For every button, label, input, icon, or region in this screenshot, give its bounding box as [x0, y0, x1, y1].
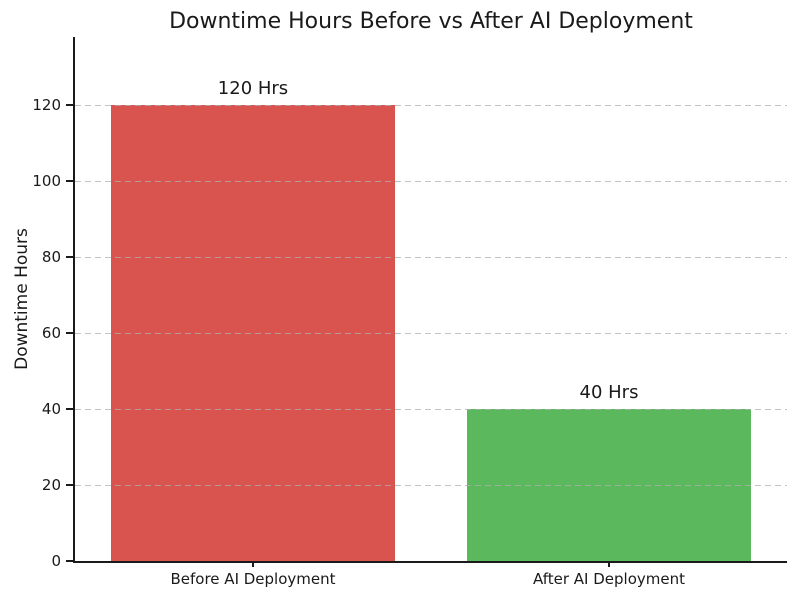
gridline-y-60 [75, 333, 787, 335]
y-tick-label-40: 40 [41, 400, 61, 419]
y-tick-mark-80 [66, 256, 73, 259]
gridline-y-120 [75, 105, 787, 107]
y-tick-mark-120 [66, 104, 73, 107]
plot-area: 120 Hrs 40 Hrs 0 20 40 60 80 100 120 Before AI De… [32, 37, 787, 588]
y-tick-label-20: 20 [41, 476, 61, 495]
y-tick-mark-60 [66, 332, 73, 335]
x-tick-mark-before-ai-deployment [252, 561, 254, 567]
gridline-y-100 [75, 181, 787, 183]
gridline-y-40 [75, 409, 787, 411]
y-tick-label-120: 120 [32, 96, 61, 115]
bar-value-label-after-ai-deployment: 40 Hrs [579, 382, 639, 404]
y-tick-label-0: 0 [51, 552, 61, 570]
x-tick-label-before-ai-deployment: Before AI Deployment [170, 570, 336, 588]
x-tick-mark-after-ai-deployment [608, 561, 610, 567]
y-axis-spine [73, 37, 75, 561]
gridline-y-20 [75, 485, 787, 487]
y-tick-mark-20 [66, 484, 73, 487]
chart-title: Downtime Hours Before vs After AI Deploy… [169, 9, 693, 34]
gridline-y-80 [75, 257, 787, 259]
y-tick-mark-0 [66, 560, 73, 562]
y-tick-label-100: 100 [32, 172, 61, 191]
y-tick-label-80: 80 [41, 248, 61, 267]
x-tick-label-after-ai-deployment: After AI Deployment [533, 570, 685, 588]
x-axis-spine [73, 561, 787, 563]
y-tick-mark-100 [66, 180, 73, 183]
y-tick-mark-40 [66, 408, 73, 411]
bar-value-label-before-ai-deployment: 120 Hrs [217, 78, 289, 100]
y-tick-label-60: 60 [41, 324, 61, 343]
